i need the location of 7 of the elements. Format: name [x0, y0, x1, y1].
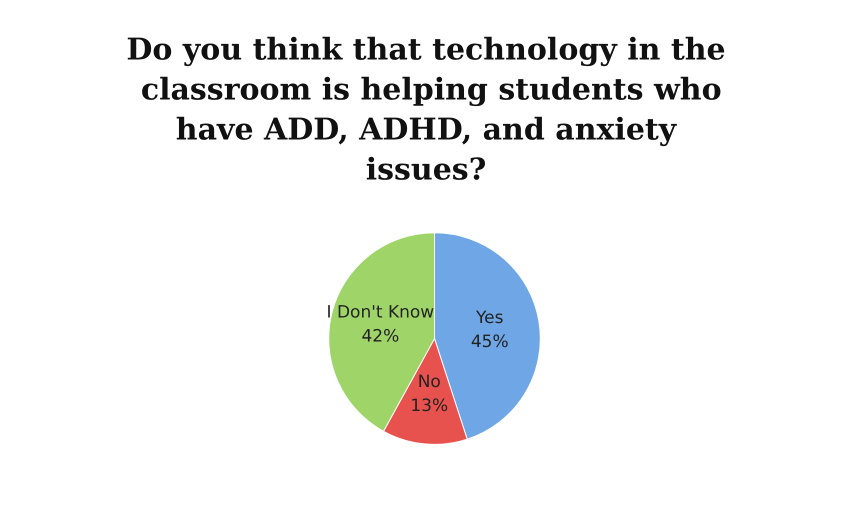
slice-label: I Don't Know: [326, 302, 434, 323]
data-label: 45%: [470, 332, 509, 352]
chart-title: Do you think that technology in the classroom is helping students who have ADD, ADHD, and anxiety issues?: [126, 32, 726, 188]
data-label: 42%: [361, 326, 400, 347]
slice-label: No: [418, 372, 441, 392]
data-label: 13%: [410, 396, 448, 416]
slice-label: Yes: [475, 308, 504, 328]
